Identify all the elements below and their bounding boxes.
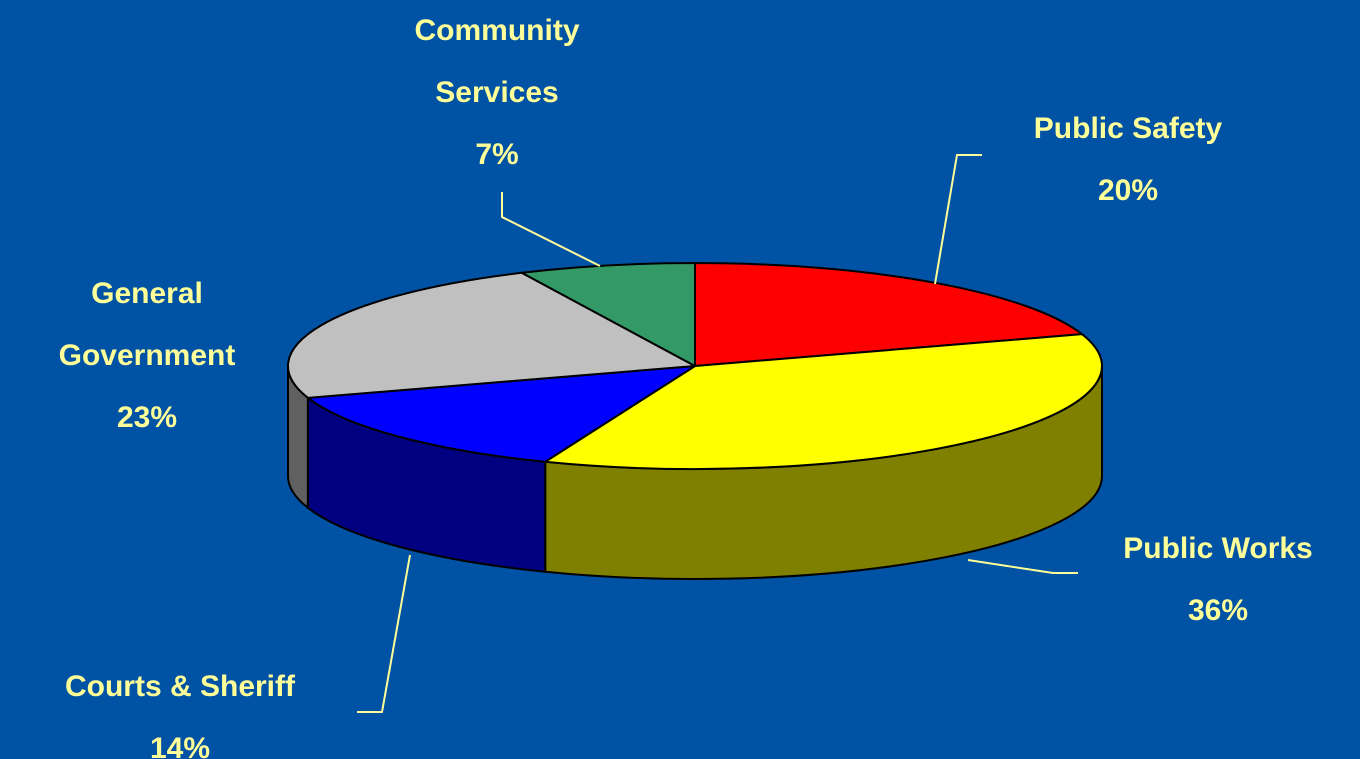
pie-slice-general-government — [287, 271, 696, 399]
slice-label-public-safety: Public Safety — [1034, 112, 1223, 145]
slice-label-general-government: General — [91, 277, 203, 310]
pie-slice-community-services — [520, 262, 696, 367]
slice-value-community-services: 7% — [475, 138, 518, 171]
slice-label-community-services: Community — [415, 14, 580, 47]
slice-value-public-works: 36% — [1188, 594, 1248, 627]
leader-line-public-safety — [934, 154, 982, 285]
slice-value-public-safety: 20% — [1098, 174, 1158, 207]
pie-sides — [287, 365, 1103, 580]
leader-line-public-works — [967, 559, 1078, 574]
slice-value-courts-and-sheriff: 14% — [150, 732, 210, 759]
pie-labels: Public Safety 20% Public Works 36% Courts & … — [59, 14, 1313, 759]
pie-slice-public-works — [544, 333, 1103, 470]
leader-line-community-services — [501, 192, 601, 267]
slice-value-general-government: 23% — [117, 401, 177, 434]
pie-slice-public-safety — [694, 262, 1084, 367]
slice-label-general-government: Government — [59, 339, 236, 372]
pie-tops — [287, 262, 1103, 470]
leader-line-courts-and-sheriff — [357, 554, 411, 713]
slice-label-courts-and-sheriff: Courts & Sheriff — [65, 670, 296, 703]
slice-label-public-works: Public Works — [1123, 532, 1313, 565]
slice-label-community-services: Services — [435, 76, 558, 109]
